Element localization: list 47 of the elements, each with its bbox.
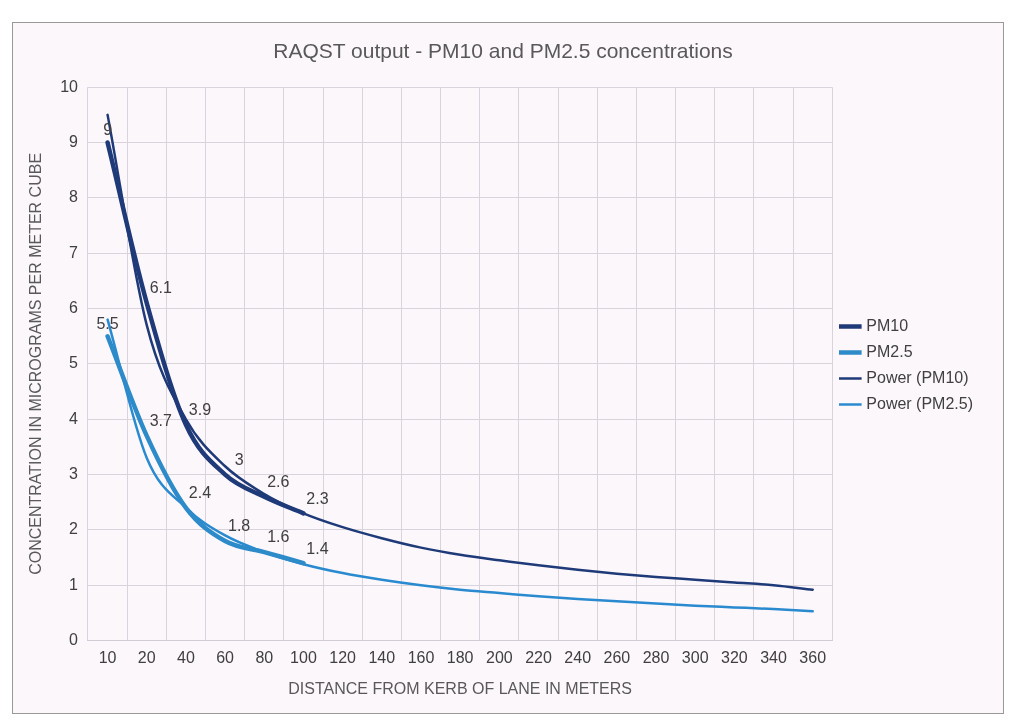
y-tick-label: 5 bbox=[69, 354, 79, 372]
x-tick-label: 320 bbox=[721, 648, 748, 666]
data-label: 1.4 bbox=[306, 539, 329, 557]
data-label: 2.3 bbox=[306, 489, 329, 507]
data-label: 1.6 bbox=[267, 528, 290, 546]
x-tick-label: 140 bbox=[368, 648, 396, 666]
x-tick-label: 340 bbox=[760, 648, 787, 666]
legend-label: Power (PM10) bbox=[866, 368, 969, 386]
legend-label: Power (PM2.5) bbox=[866, 394, 974, 412]
y-tick-label: 6 bbox=[69, 298, 79, 316]
y-tick-label: 2 bbox=[69, 520, 79, 538]
x-tick-label: 20 bbox=[137, 648, 156, 666]
y-axis-title: CONCENTRATION IN MICROGRAMS PER METER CUBE bbox=[27, 152, 45, 575]
y-tick-label: 10 bbox=[60, 77, 79, 95]
x-tick-label: 220 bbox=[525, 648, 552, 666]
x-tick-label: 160 bbox=[407, 648, 435, 666]
x-tick-label: 60 bbox=[216, 648, 235, 666]
data-label: 3 bbox=[234, 450, 244, 468]
x-tick-label: 200 bbox=[485, 648, 513, 666]
y-tick-label: 9 bbox=[69, 132, 79, 150]
x-tick-label: 240 bbox=[564, 648, 592, 666]
x-tick-label: 260 bbox=[603, 648, 631, 666]
x-tick-label: 120 bbox=[329, 648, 357, 666]
data-label: 2.4 bbox=[188, 484, 212, 502]
data-label: 3.7 bbox=[149, 412, 172, 430]
data-label: 3.9 bbox=[188, 401, 212, 419]
y-tick-label: 0 bbox=[69, 631, 79, 649]
x-tick-label: 40 bbox=[177, 648, 195, 666]
legend-label: PM2.5 bbox=[866, 342, 913, 360]
data-label: 2.6 bbox=[267, 473, 290, 491]
y-tick-label: 7 bbox=[69, 243, 79, 261]
chart-title: RAQST output - PM10 and PM2.5 concentrations bbox=[273, 39, 733, 63]
y-tick-label: 3 bbox=[69, 464, 79, 482]
data-label: 6.1 bbox=[149, 279, 172, 297]
x-tick-label: 280 bbox=[642, 648, 670, 666]
x-tick-label: 100 bbox=[290, 648, 317, 666]
data-label: 1.8 bbox=[227, 517, 251, 535]
x-tick-label: 80 bbox=[255, 648, 274, 666]
legend-label: PM10 bbox=[866, 316, 909, 334]
x-tick-label: 360 bbox=[799, 648, 827, 666]
y-tick-label: 8 bbox=[69, 188, 79, 206]
y-tick-label: 4 bbox=[69, 409, 79, 427]
x-tick-label: 180 bbox=[446, 648, 474, 666]
x-tick-label: 300 bbox=[681, 648, 709, 666]
x-tick-label: 10 bbox=[98, 648, 117, 666]
y-tick-label: 1 bbox=[69, 575, 79, 593]
x-axis-title: DISTANCE FROM KERB OF LANE IN METERS bbox=[288, 679, 633, 697]
